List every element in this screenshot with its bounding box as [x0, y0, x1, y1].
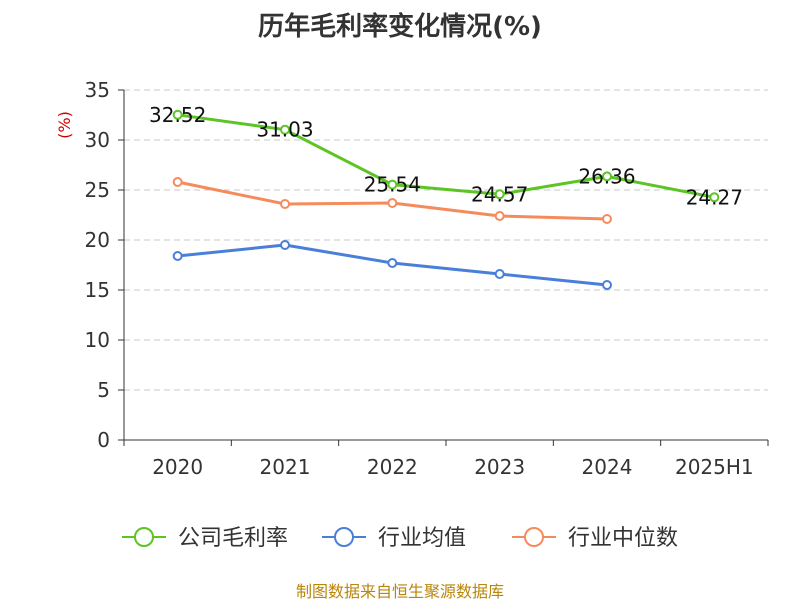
data-point	[494, 211, 505, 221]
legend-marker	[524, 527, 544, 547]
data-point	[494, 269, 505, 279]
x-tick-label: 2025H1	[675, 455, 754, 479]
data-label: 24.27	[686, 185, 743, 209]
y-axis-label: (%)	[55, 111, 74, 139]
y-tick-label: 30	[85, 128, 110, 152]
y-tick-label: 35	[85, 78, 110, 102]
data-point	[280, 199, 290, 209]
data-point	[709, 192, 720, 203]
x-tick-label: 2023	[474, 455, 525, 479]
y-tick-label: 0	[97, 428, 110, 452]
x-tick-label: 2022	[367, 455, 418, 479]
data-label: 32.52	[149, 103, 206, 127]
data-label: 24.57	[471, 182, 528, 206]
data-label: 26.36	[578, 164, 635, 188]
legend-marker	[334, 527, 354, 547]
data-point	[172, 251, 183, 261]
legend-label: 行业均值	[378, 526, 466, 551]
data-point	[387, 179, 398, 190]
legend-label: 公司毛利率	[178, 526, 288, 551]
x-tick-label: 2024	[582, 455, 633, 479]
data-point	[172, 109, 183, 120]
data-point	[387, 198, 398, 208]
y-tick-label: 10	[85, 328, 110, 352]
y-tick-label: 15	[85, 278, 110, 302]
data-point	[280, 124, 290, 135]
y-tick-label: 5	[97, 378, 110, 402]
data-point	[172, 177, 183, 187]
legend-marker	[134, 527, 154, 547]
series-line	[177, 113, 715, 199]
x-tick-label: 2021	[260, 455, 311, 479]
chart-title: 历年毛利率变化情况(%)	[258, 12, 542, 42]
source-note: 制图数据来自恒生聚源数据库	[295, 582, 504, 601]
data-point	[602, 214, 612, 224]
data-point	[280, 240, 290, 250]
y-tick-label: 25	[85, 178, 110, 202]
legend-label: 行业中位数	[568, 526, 678, 551]
data-point	[602, 280, 612, 290]
data-point	[494, 189, 505, 200]
data-label: 25.54	[364, 173, 421, 197]
x-tick-label: 2020	[152, 455, 203, 479]
data-point	[387, 258, 398, 268]
y-tick-label: 20	[85, 228, 110, 252]
data-point	[602, 171, 612, 182]
data-label: 31.03	[256, 118, 313, 142]
